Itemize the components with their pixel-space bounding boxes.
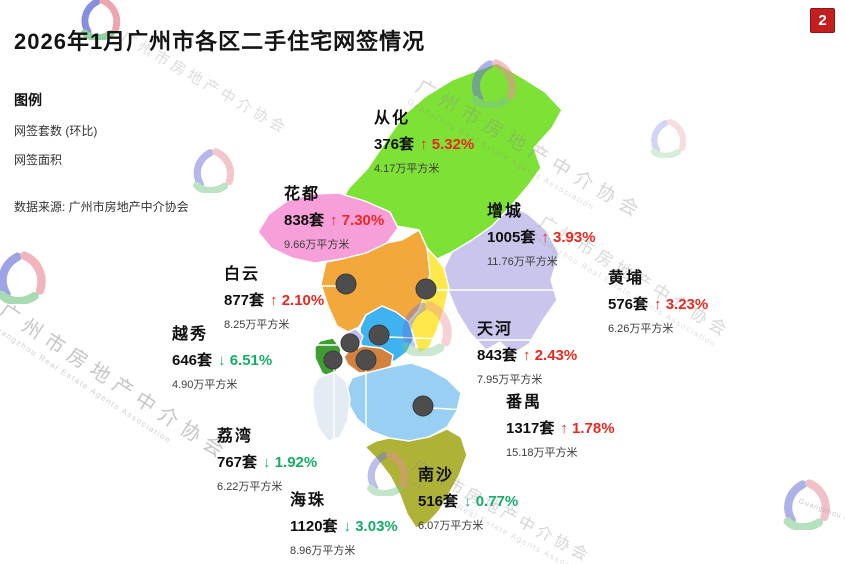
- district-label-liwan: 荔湾 767套 ↓ 1.92% 6.22万平方米: [217, 422, 317, 494]
- district-area: 4.17万平方米: [374, 163, 440, 175]
- district-name: 天河: [477, 321, 514, 338]
- leader-liwan: [214, 366, 335, 444]
- district-area: 8.96万平方米: [290, 545, 356, 557]
- district-area: 9.66万平方米: [284, 239, 350, 251]
- page-title: 2026年1月广州市各区二手住宅网签情况: [14, 29, 426, 54]
- district-name: 花都: [284, 186, 321, 203]
- legend-metric-area: 网签面积: [14, 153, 63, 167]
- district-units: 516套: [418, 493, 459, 510]
- district-trend: ↓ 3.03%: [343, 518, 398, 535]
- district-units: 646套: [172, 352, 213, 369]
- anchor-dot-huangpu: [415, 278, 437, 300]
- district-name: 增城: [487, 203, 524, 220]
- district-label-zengcheng: 增城 1005套 ↑ 3.93% 11.76万平方米: [487, 197, 596, 269]
- district-units: 1005套: [487, 229, 536, 246]
- district-trend: ↓ 6.51%: [218, 352, 273, 369]
- district-trend: ↑ 2.43%: [523, 347, 578, 364]
- anchor-dot-panyu: [412, 395, 434, 417]
- anchor-dot-baiyun: [335, 273, 357, 295]
- district-label-panyu: 番禺 1317套 ↑ 1.78% 15.18万平方米: [506, 388, 615, 460]
- district-region-huadu: [257, 192, 399, 264]
- district-units: 767套: [217, 454, 258, 471]
- legend-heading: 图例: [14, 92, 42, 108]
- district-trend: ↓ 0.77%: [464, 493, 519, 510]
- district-label-conghua: 从化 376套 ↑ 5.32% 4.17万平方米: [374, 104, 474, 176]
- district-area: 6.07万平方米: [418, 520, 484, 532]
- district-name: 黄埔: [608, 270, 645, 287]
- district-area: 6.26万平方米: [608, 323, 674, 335]
- district-region-panyu: [346, 362, 462, 442]
- district-label-haizhu: 海珠 1120套 ↓ 3.03% 8.96万平方米: [290, 486, 398, 558]
- district-units: 838套: [284, 212, 325, 229]
- district-trend: ↑ 5.32%: [420, 136, 475, 153]
- district-label-huangpu: 黄埔 576套 ↑ 3.23% 6.26万平方米: [608, 264, 708, 336]
- district-area: 7.95万平方米: [477, 374, 543, 386]
- district-region-zengcheng: [443, 205, 560, 355]
- data-source: 数据来源: 广州市房地产中介协会: [14, 200, 189, 214]
- anchor-dot-tianhe: [368, 324, 390, 346]
- district-label-huadu: 花都 838套 ↑ 7.30% 9.66万平方米: [284, 180, 384, 252]
- district-units: 877套: [224, 292, 265, 309]
- district-area: 15.18万平方米: [506, 447, 578, 459]
- district-label-baiyun: 白云 877套 ↑ 2.10% 8.25万平方米: [224, 260, 324, 332]
- anchor-dot-liwan: [323, 350, 343, 370]
- district-units: 843套: [477, 347, 518, 364]
- leader-haizhu: [287, 366, 367, 510]
- district-name: 从化: [374, 110, 411, 127]
- district-name: 南沙: [418, 467, 455, 484]
- district-name: 荔湾: [217, 428, 254, 445]
- district-area: 11.76万平方米: [487, 256, 558, 268]
- leader-panyu: [431, 407, 565, 413]
- district-trend: ↑ 1.78%: [560, 420, 615, 437]
- district-trend: ↓ 1.92%: [263, 454, 318, 471]
- anchor-dot-yuexiu: [340, 333, 360, 353]
- district-trend: ↑ 3.23%: [654, 296, 709, 313]
- district-name: 番禺: [506, 394, 543, 411]
- district-label-tianhe: 天河 843套 ↑ 2.43% 7.95万平方米: [477, 315, 577, 387]
- district-units: 576套: [608, 296, 649, 313]
- district-trend: ↑ 2.10%: [270, 292, 325, 309]
- district-name: 海珠: [290, 492, 327, 509]
- district-label-yuexiu: 越秀 646套 ↓ 6.51% 4.90万平方米: [172, 320, 272, 392]
- district-name: 白云: [224, 266, 261, 283]
- district-area: 6.22万平方米: [217, 481, 283, 493]
- district-name: 越秀: [172, 326, 209, 343]
- district-units: 1120套: [290, 518, 338, 535]
- district-trend: ↑ 7.30%: [330, 212, 385, 229]
- district-area: 8.25万平方米: [224, 319, 290, 331]
- legend-metric-units: 网签套数 (环比): [14, 124, 98, 138]
- legend: 图例 网签套数 (环比) 网签面积 数据来源: 广州市房地产中介协会: [14, 90, 189, 215]
- district-label-nansha: 南沙 516套 ↓ 0.77% 6.07万平方米: [418, 461, 518, 533]
- district-units: 376套: [374, 136, 415, 153]
- neighbor-region-west: [312, 371, 351, 442]
- anchor-dot-haizhu: [355, 349, 377, 371]
- page-number-badge: 2: [810, 8, 835, 33]
- district-units: 1317套: [506, 420, 555, 437]
- district-area: 4.90万平方米: [172, 379, 238, 391]
- district-trend: ↑ 3.93%: [541, 229, 596, 246]
